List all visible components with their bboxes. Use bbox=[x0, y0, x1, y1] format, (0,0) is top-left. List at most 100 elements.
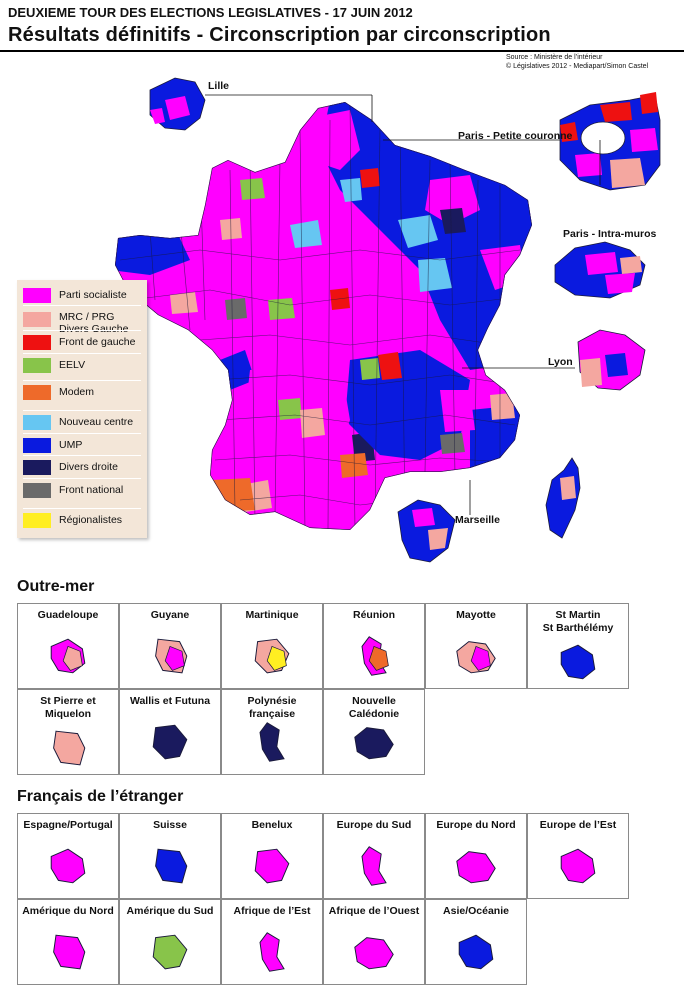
etranger-territory-shape bbox=[458, 934, 494, 970]
title-rule bbox=[0, 50, 684, 52]
outremer-label: Réunion bbox=[353, 609, 395, 621]
petite-couronne-inset bbox=[383, 92, 661, 191]
etranger-label: Asie/Océanie bbox=[443, 905, 509, 917]
france-mainland bbox=[115, 102, 532, 530]
etranger-territory-region bbox=[53, 934, 86, 970]
outremer-territory-shape bbox=[254, 638, 290, 674]
outremer-territory-shape bbox=[560, 644, 596, 680]
etranger-cell: Benelux bbox=[221, 813, 323, 899]
etranger-territory-shape bbox=[50, 848, 86, 884]
etranger-territory-shape bbox=[354, 937, 394, 970]
etranger-territory-region bbox=[254, 848, 290, 884]
legend-swatch bbox=[23, 415, 51, 430]
outremer-territory-shape bbox=[361, 636, 389, 676]
etranger-cell: Suisse bbox=[119, 813, 221, 899]
corsica bbox=[545, 457, 581, 539]
legend-label: Divers droite bbox=[59, 461, 118, 473]
etranger-title: Français de l’étranger bbox=[17, 788, 184, 805]
legend-label: Régionalistes bbox=[59, 514, 123, 526]
legend-label: Modem bbox=[59, 386, 95, 398]
outremer-territory-region bbox=[560, 644, 596, 680]
outremer-cell: Nouvelle Calédonie bbox=[323, 689, 425, 775]
outremer-label: Mayotte bbox=[456, 609, 496, 621]
etranger-label: Europe du Sud bbox=[336, 819, 412, 831]
legend-swatch bbox=[23, 358, 51, 373]
etranger-cell: Europe du Sud bbox=[323, 813, 425, 899]
etranger-territory-shape bbox=[155, 848, 188, 884]
outremer-cell: St Pierre et Miquelon bbox=[17, 689, 119, 775]
outremer-cell: Polynésie française bbox=[221, 689, 323, 775]
outremer-label: St Pierre et Miquelon bbox=[40, 695, 96, 720]
etranger-territory-shape bbox=[259, 932, 285, 972]
outremer-territory-shape bbox=[354, 727, 394, 760]
outremer-territory-shape bbox=[259, 722, 285, 762]
outremer-cell: Mayotte bbox=[425, 603, 527, 689]
outremer-cell: Wallis et Futuna bbox=[119, 689, 221, 775]
etranger-label: Afrique de l’Est bbox=[233, 905, 311, 917]
city-label-petite-couronne: Paris - Petite couronne bbox=[458, 130, 573, 142]
supertitle: DEUXIEME TOUR DES ELECTIONS LEGISLATIVES… bbox=[8, 5, 413, 20]
etranger-territory-shape bbox=[456, 851, 496, 884]
outremer-label: Guadeloupe bbox=[37, 609, 99, 621]
etranger-territory-region bbox=[152, 934, 188, 970]
legend-label: Front national bbox=[59, 484, 124, 496]
outremer-territory-shape bbox=[152, 724, 188, 760]
etranger-cell: Afrique de l’Ouest bbox=[323, 899, 425, 985]
outremer-label: St Martin St Barthélémy bbox=[542, 609, 614, 634]
outremer-territory-region bbox=[266, 645, 287, 671]
legend-swatch bbox=[23, 438, 51, 453]
outremer-cell: Martinique bbox=[221, 603, 323, 689]
etranger-label: Suisse bbox=[153, 819, 187, 831]
outremer-territory-region bbox=[368, 645, 389, 671]
outremer-territory-shape bbox=[53, 730, 86, 766]
etranger-territory-region bbox=[50, 848, 86, 884]
outremer-label: Polynésie française bbox=[247, 695, 297, 720]
legend-swatch bbox=[23, 483, 51, 498]
lille-inset bbox=[149, 77, 373, 131]
outremer-territory-region bbox=[470, 645, 491, 671]
etranger-territory-region bbox=[361, 846, 387, 886]
etranger-territory-region bbox=[560, 848, 596, 884]
legend-label: EELV bbox=[59, 359, 86, 371]
legend-separator bbox=[23, 353, 141, 354]
legend-swatch bbox=[23, 513, 51, 528]
legend-separator bbox=[23, 330, 141, 331]
etranger-label: Afrique de l’Ouest bbox=[328, 905, 420, 917]
etranger-territory-region bbox=[456, 851, 496, 884]
etranger-territory-shape bbox=[560, 848, 596, 884]
outremer-territory-region bbox=[259, 722, 285, 762]
etranger-cell: Amérique du Nord bbox=[17, 899, 119, 985]
lyon-inset bbox=[462, 329, 646, 391]
outremer-label: Nouvelle Calédonie bbox=[348, 695, 400, 720]
credit-line: © Législatives 2012 - Mediapart/Simon Ca… bbox=[506, 63, 649, 70]
outremer-territory-region bbox=[354, 727, 394, 760]
etranger-cell: Asie/Océanie bbox=[425, 899, 527, 985]
outremer-cell: St Martin St Barthélémy bbox=[527, 603, 629, 689]
etranger-territory-shape bbox=[361, 846, 387, 886]
city-label-intra-muros: Paris - Intra-muros bbox=[563, 228, 657, 240]
outremer-territory-region bbox=[53, 730, 86, 766]
etranger-territory-shape bbox=[53, 934, 86, 970]
city-label-lyon: Lyon bbox=[548, 356, 573, 368]
city-label-marseille: Marseille bbox=[455, 514, 500, 526]
etranger-label: Europe de l’Est bbox=[539, 819, 617, 831]
etranger-cell: Europe du Nord bbox=[425, 813, 527, 899]
intra-muros-inset bbox=[554, 241, 646, 299]
outremer-cell: Guyane bbox=[119, 603, 221, 689]
etranger-label: Amérique du Sud bbox=[126, 905, 214, 917]
etranger-territory-region bbox=[354, 937, 394, 970]
outremer-cell: Guadeloupe bbox=[17, 603, 119, 689]
outremer-label: Martinique bbox=[245, 609, 299, 621]
city-label-lille: Lille bbox=[208, 80, 230, 92]
legend: Parti socialiste MRC / PRG Divers Gauche F… bbox=[17, 280, 147, 538]
etranger-grid: Espagne/Portugal Suisse Benelux Europe du S… bbox=[17, 813, 629, 985]
etranger-territory-shape bbox=[254, 848, 290, 884]
outremer-territory-region bbox=[164, 645, 185, 671]
legend-swatch bbox=[23, 335, 51, 350]
legend-separator bbox=[23, 380, 141, 381]
outremer-label: Wallis et Futuna bbox=[129, 695, 211, 707]
source-note: Source : Ministère de l’intérieur © Légi… bbox=[506, 53, 676, 71]
outremer-label: Guyane bbox=[150, 609, 190, 621]
legend-swatch bbox=[23, 312, 51, 327]
etranger-territory-region bbox=[458, 934, 494, 970]
